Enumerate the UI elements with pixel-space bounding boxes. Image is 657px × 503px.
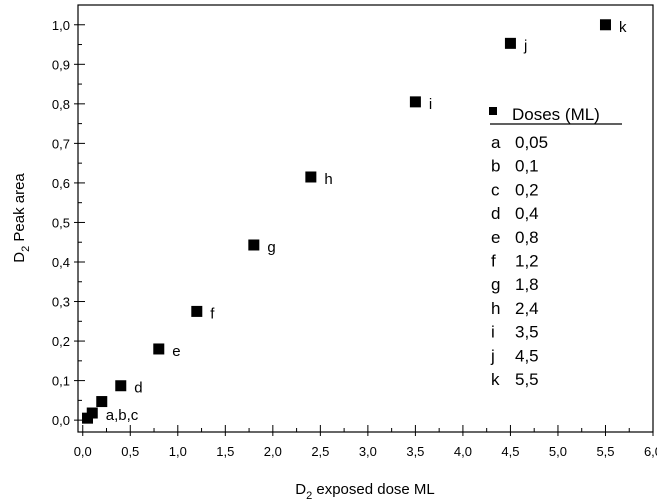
legend-value: 0,8 <box>515 228 539 247</box>
legend-key: a <box>491 133 501 152</box>
data-point <box>86 407 98 419</box>
legend-key: d <box>491 204 500 223</box>
legend-value: 0,05 <box>515 133 548 152</box>
x-tick-label: 4,0 <box>454 444 472 459</box>
y-axis-title: D2 Peak area <box>11 173 32 263</box>
y-tick-label: 0,2 <box>52 334 70 349</box>
data-point-label: e <box>172 343 180 360</box>
x-tick-label: 0,0 <box>74 444 92 459</box>
y-tick-label: 0,8 <box>52 97 70 112</box>
data-point <box>599 19 611 31</box>
y-tick-label: 0,7 <box>52 136 70 151</box>
data-point <box>409 96 421 108</box>
y-tick-label: 1,0 <box>52 18 70 33</box>
data-point <box>115 380 127 392</box>
legend-key: g <box>491 275 500 294</box>
y-tick-label: 0,4 <box>52 255 70 270</box>
legend-key: c <box>491 180 500 199</box>
legend-value: 5,5 <box>515 370 539 389</box>
legend-key: f <box>491 252 496 271</box>
legend-value: 0,2 <box>515 180 539 199</box>
legend-key: i <box>491 323 495 342</box>
legend-value: 0,1 <box>515 157 539 176</box>
data-point-label: d <box>134 380 142 397</box>
legend-key: b <box>491 157 500 176</box>
y-tick-label: 0,1 <box>52 374 70 389</box>
data-point <box>96 396 108 408</box>
x-tick-label: 5,5 <box>596 444 614 459</box>
legend-value: 3,5 <box>515 323 539 342</box>
data-point <box>153 343 165 355</box>
legend-header: Doses (ML) <box>512 105 600 124</box>
x-tick-label: 5,0 <box>549 444 567 459</box>
x-axis: 0,0 0,5 1,0 1,5 2,0 2,5 3,0 3,5 4,0 4,5 5,0 5,5 6,0 <box>74 425 657 459</box>
data-point-label: j <box>523 37 527 54</box>
plot-frame <box>77 4 654 433</box>
legend-value: 2,4 <box>515 299 539 318</box>
data-point <box>191 305 203 317</box>
x-tick-label: 2,5 <box>311 444 329 459</box>
legend-marker <box>489 107 497 115</box>
data-point <box>248 239 260 251</box>
legend-key: e <box>491 228 500 247</box>
data-point <box>504 37 516 49</box>
x-tick-label: 4,5 <box>501 444 519 459</box>
y-axis: 0,0 0,1 0,2 0,3 0,4 0,5 0,6 0,7 0,8 0,9 1,0 <box>52 18 85 428</box>
data-point-label: i <box>429 96 432 113</box>
data-point-label: a,b,c <box>106 407 139 424</box>
x-axis-title: D2 exposed dose ML <box>295 481 435 502</box>
x-tick-label: 3,0 <box>359 444 377 459</box>
x-tick-label: 1,5 <box>216 444 234 459</box>
legend-value: 0,4 <box>515 204 539 223</box>
x-tick-label: 3,5 <box>406 444 424 459</box>
legend-key: j <box>490 346 495 365</box>
legend-key: k <box>491 370 500 389</box>
x-tick-label: 6,0 <box>644 444 657 459</box>
x-tick-label: 2,0 <box>264 444 282 459</box>
data-point-label: h <box>324 171 332 188</box>
y-tick-label: 0,9 <box>52 57 70 72</box>
legend: Doses (ML) a 0,05 b 0,1 c 0,2 d 0,4 e 0,8 f 1,2 g 1,8 h… <box>489 105 622 389</box>
y-tick-label: 0,0 <box>52 413 70 428</box>
y-tick-label: 0,6 <box>52 176 70 191</box>
legend-value: 1,8 <box>515 275 539 294</box>
data-point-label: g <box>267 239 275 256</box>
data-point <box>305 171 317 183</box>
y-tick-label: 0,5 <box>52 215 70 230</box>
legend-value: 4,5 <box>515 346 539 365</box>
x-tick-label: 1,0 <box>169 444 187 459</box>
legend-value: 1,2 <box>515 252 539 271</box>
data-point-label: f <box>210 305 215 322</box>
legend-key: h <box>491 299 500 318</box>
y-tick-label: 0,3 <box>52 295 70 310</box>
data-point-label: k <box>619 19 627 36</box>
x-tick-label: 0,5 <box>121 444 139 459</box>
